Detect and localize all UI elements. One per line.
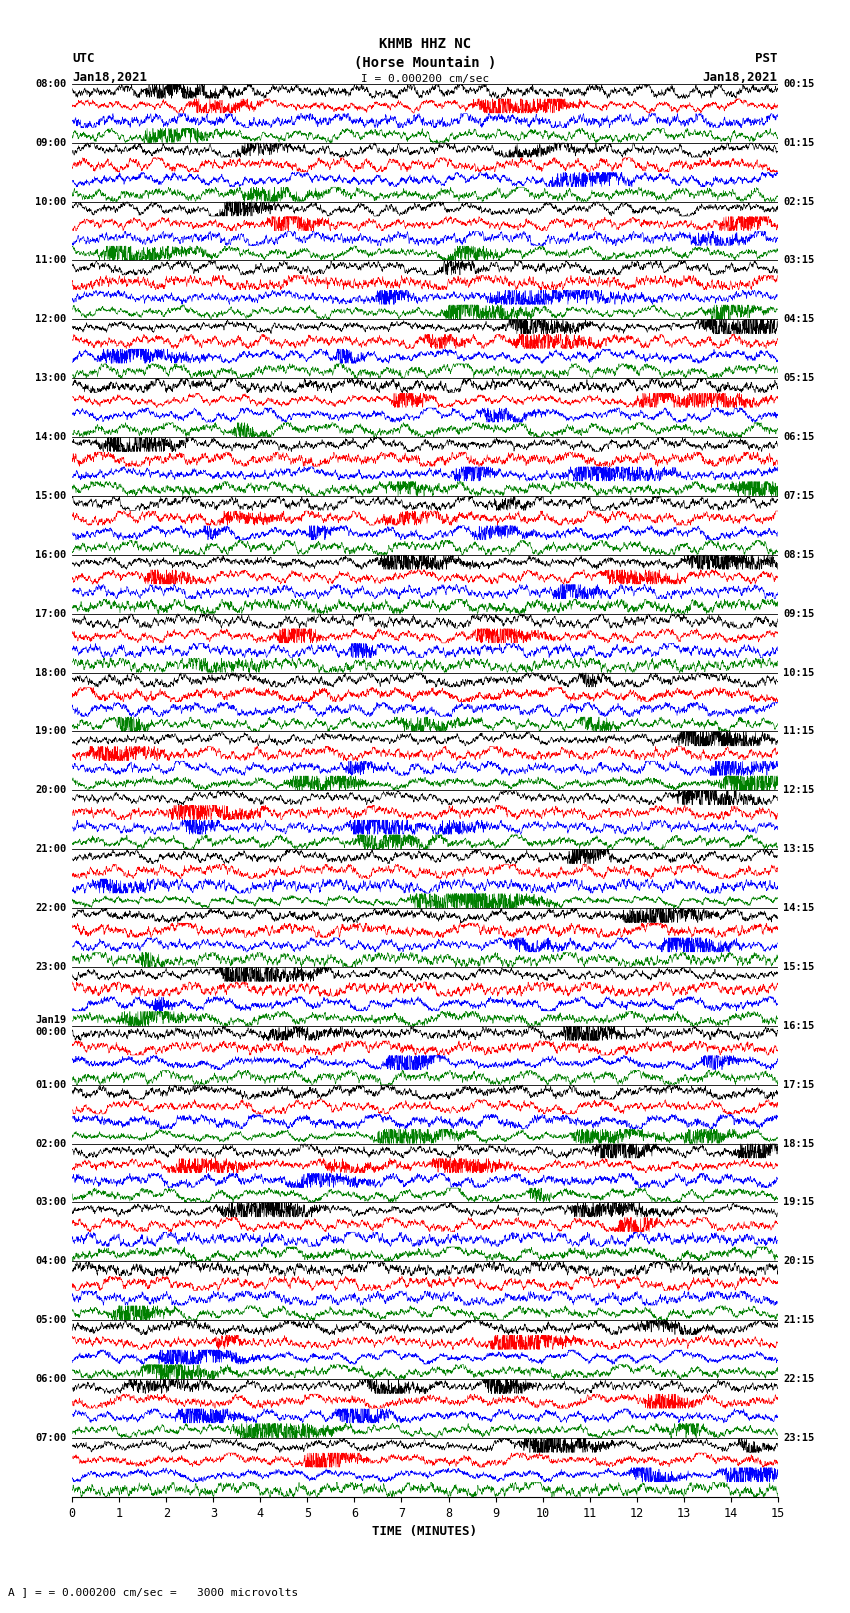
Text: 07:15: 07:15 <box>784 490 814 502</box>
Text: 20:15: 20:15 <box>784 1257 814 1266</box>
Text: 16:00: 16:00 <box>36 550 66 560</box>
Text: 18:15: 18:15 <box>784 1139 814 1148</box>
Text: 12:00: 12:00 <box>36 315 66 324</box>
Text: 12:15: 12:15 <box>784 786 814 795</box>
Text: 03:00: 03:00 <box>36 1197 66 1208</box>
Text: 18:00: 18:00 <box>36 668 66 677</box>
Text: 23:15: 23:15 <box>784 1432 814 1444</box>
Text: 05:15: 05:15 <box>784 373 814 384</box>
Text: 06:00: 06:00 <box>36 1374 66 1384</box>
X-axis label: TIME (MINUTES): TIME (MINUTES) <box>372 1526 478 1539</box>
Text: 02:15: 02:15 <box>784 197 814 206</box>
Text: Jan19
00:00: Jan19 00:00 <box>36 1015 66 1037</box>
Text: 14:00: 14:00 <box>36 432 66 442</box>
Text: 22:00: 22:00 <box>36 903 66 913</box>
Text: 19:00: 19:00 <box>36 726 66 737</box>
Text: 03:15: 03:15 <box>784 255 814 266</box>
Text: 22:15: 22:15 <box>784 1374 814 1384</box>
Text: 16:15: 16:15 <box>784 1021 814 1031</box>
Text: 15:15: 15:15 <box>784 961 814 973</box>
Text: 15:00: 15:00 <box>36 490 66 502</box>
Text: 05:00: 05:00 <box>36 1315 66 1326</box>
Text: 23:00: 23:00 <box>36 961 66 973</box>
Text: 07:00: 07:00 <box>36 1432 66 1444</box>
Text: 09:15: 09:15 <box>784 608 814 619</box>
Text: Jan18,2021: Jan18,2021 <box>72 71 147 84</box>
Text: 02:00: 02:00 <box>36 1139 66 1148</box>
Text: 17:00: 17:00 <box>36 608 66 619</box>
Text: 08:00: 08:00 <box>36 79 66 89</box>
Text: I = 0.000200 cm/sec: I = 0.000200 cm/sec <box>361 74 489 84</box>
Text: 14:15: 14:15 <box>784 903 814 913</box>
Text: 01:00: 01:00 <box>36 1079 66 1090</box>
Text: 21:15: 21:15 <box>784 1315 814 1326</box>
Text: 10:00: 10:00 <box>36 197 66 206</box>
Text: 00:15: 00:15 <box>784 79 814 89</box>
Text: 10:15: 10:15 <box>784 668 814 677</box>
Text: KHMB HHZ NC: KHMB HHZ NC <box>379 37 471 52</box>
Text: PST: PST <box>756 52 778 65</box>
Text: 06:15: 06:15 <box>784 432 814 442</box>
Text: 11:15: 11:15 <box>784 726 814 737</box>
Text: 09:00: 09:00 <box>36 137 66 148</box>
Text: 17:15: 17:15 <box>784 1079 814 1090</box>
Text: 11:00: 11:00 <box>36 255 66 266</box>
Text: 20:00: 20:00 <box>36 786 66 795</box>
Text: 04:15: 04:15 <box>784 315 814 324</box>
Text: UTC: UTC <box>72 52 94 65</box>
Text: 19:15: 19:15 <box>784 1197 814 1208</box>
Text: A ] = = 0.000200 cm/sec =   3000 microvolts: A ] = = 0.000200 cm/sec = 3000 microvolt… <box>8 1587 298 1597</box>
Text: 13:00: 13:00 <box>36 373 66 384</box>
Text: 21:00: 21:00 <box>36 844 66 855</box>
Text: Jan18,2021: Jan18,2021 <box>703 71 778 84</box>
Text: 08:15: 08:15 <box>784 550 814 560</box>
Text: (Horse Mountain ): (Horse Mountain ) <box>354 56 496 71</box>
Text: 13:15: 13:15 <box>784 844 814 855</box>
Text: 01:15: 01:15 <box>784 137 814 148</box>
Text: 04:00: 04:00 <box>36 1257 66 1266</box>
